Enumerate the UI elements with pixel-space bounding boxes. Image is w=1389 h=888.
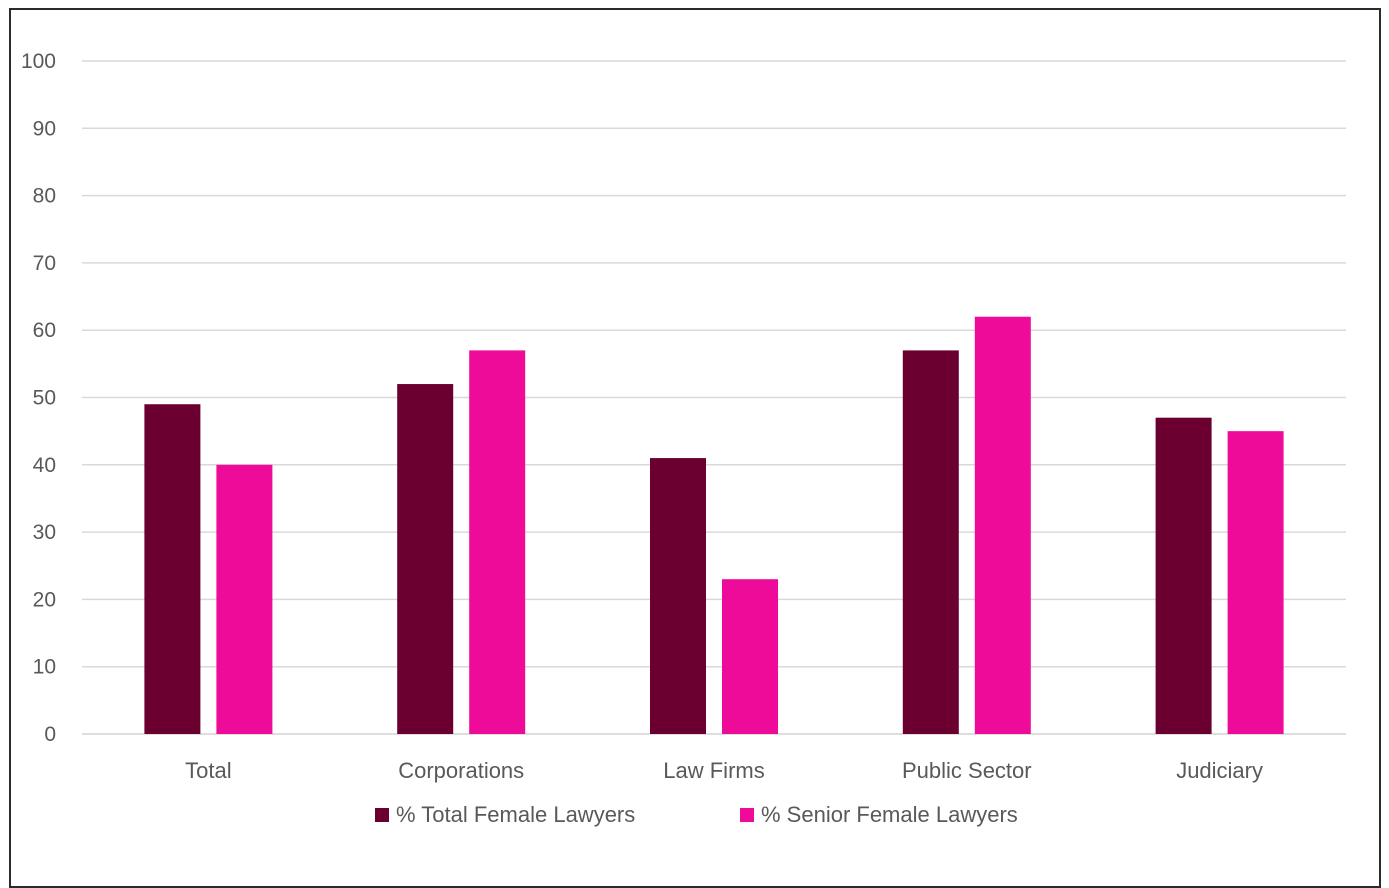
y-tick-label: 20 <box>33 588 56 611</box>
y-tick-label: 70 <box>33 252 56 275</box>
bar-law-firms-series-1 <box>650 458 706 734</box>
y-tick-label: 60 <box>33 319 56 342</box>
x-axis-category-labels: Total Corporations Law Firms Public Sector J… <box>185 758 1263 783</box>
y-tick-label: 50 <box>33 387 56 410</box>
bar-total-series-2 <box>216 464 273 734</box>
y-tick-label: 40 <box>33 454 56 477</box>
bar-total-series-1 <box>144 404 201 734</box>
legend-label-series-1: % Total Female Lawyers <box>396 802 635 827</box>
y-tick-label: 100 <box>21 50 56 73</box>
legend-swatch-series-2 <box>740 808 754 822</box>
chart-frame <box>9 8 1381 888</box>
bar-corporations-series-1 <box>397 384 454 734</box>
x-category-label: Law Firms <box>663 758 764 783</box>
y-axis-tick-labels: 0 10 20 30 40 50 60 70 80 90 100 <box>21 50 56 746</box>
bar-law-firms-series-2 <box>722 579 778 734</box>
gridlines <box>82 60 1346 735</box>
x-category-label: Public Sector <box>902 758 1032 783</box>
legend-swatch-series-1 <box>375 808 389 822</box>
bars <box>144 316 1284 734</box>
y-tick-label: 30 <box>33 521 56 544</box>
legend: % Total Female Lawyers % Senior Female La… <box>375 802 1018 827</box>
y-tick-label: 10 <box>33 656 56 679</box>
bar-judiciary-series-1 <box>1155 417 1212 734</box>
y-tick-label: 80 <box>33 185 56 208</box>
bar-judiciary-series-2 <box>1227 431 1284 734</box>
x-category-label: Judiciary <box>1176 758 1263 783</box>
y-tick-label: 0 <box>44 723 56 746</box>
legend-label-series-2: % Senior Female Lawyers <box>761 802 1018 827</box>
x-category-label: Corporations <box>398 758 524 783</box>
bar-public-sector-series-1 <box>902 350 959 734</box>
x-category-label: Total <box>185 758 231 783</box>
bar-corporations-series-2 <box>469 350 526 734</box>
y-tick-label: 90 <box>33 117 56 140</box>
bar-public-sector-series-2 <box>974 316 1031 734</box>
